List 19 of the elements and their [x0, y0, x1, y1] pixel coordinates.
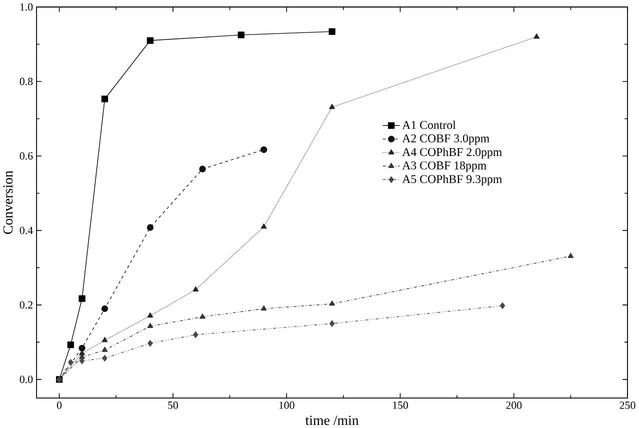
x-tick-label: 0 — [56, 401, 62, 409]
x-tick-label: 250 — [620, 401, 636, 409]
x-tick-label: 100 — [279, 401, 294, 409]
x-axis-title: time /min — [305, 416, 359, 425]
x-tick-label: 150 — [393, 401, 408, 409]
y-tick-label: 0.2 — [20, 301, 32, 308]
y-tick-label: 0.4 — [20, 226, 33, 234]
y-tick-label: 0.6 — [20, 152, 33, 160]
x-tick-label: 200 — [506, 401, 522, 409]
legend-label: A3 COBF 18ppm — [402, 161, 486, 172]
y-tick-label: 0.0 — [20, 376, 33, 383]
legend-label: A4 COPhBF 2.0ppm — [402, 148, 502, 158]
legend-label: A1 Control — [402, 120, 456, 129]
y-tick-label: 0.8 — [20, 78, 33, 86]
legend-label: A2 COBF 3.0ppm — [402, 134, 490, 145]
y-axis-title: Conversion — [3, 170, 13, 234]
legend-label: A5 COPhBF 9.3ppm — [402, 174, 502, 186]
y-tick-label: 1.0 — [20, 3, 33, 11]
x-tick-label: 50 — [168, 401, 178, 409]
